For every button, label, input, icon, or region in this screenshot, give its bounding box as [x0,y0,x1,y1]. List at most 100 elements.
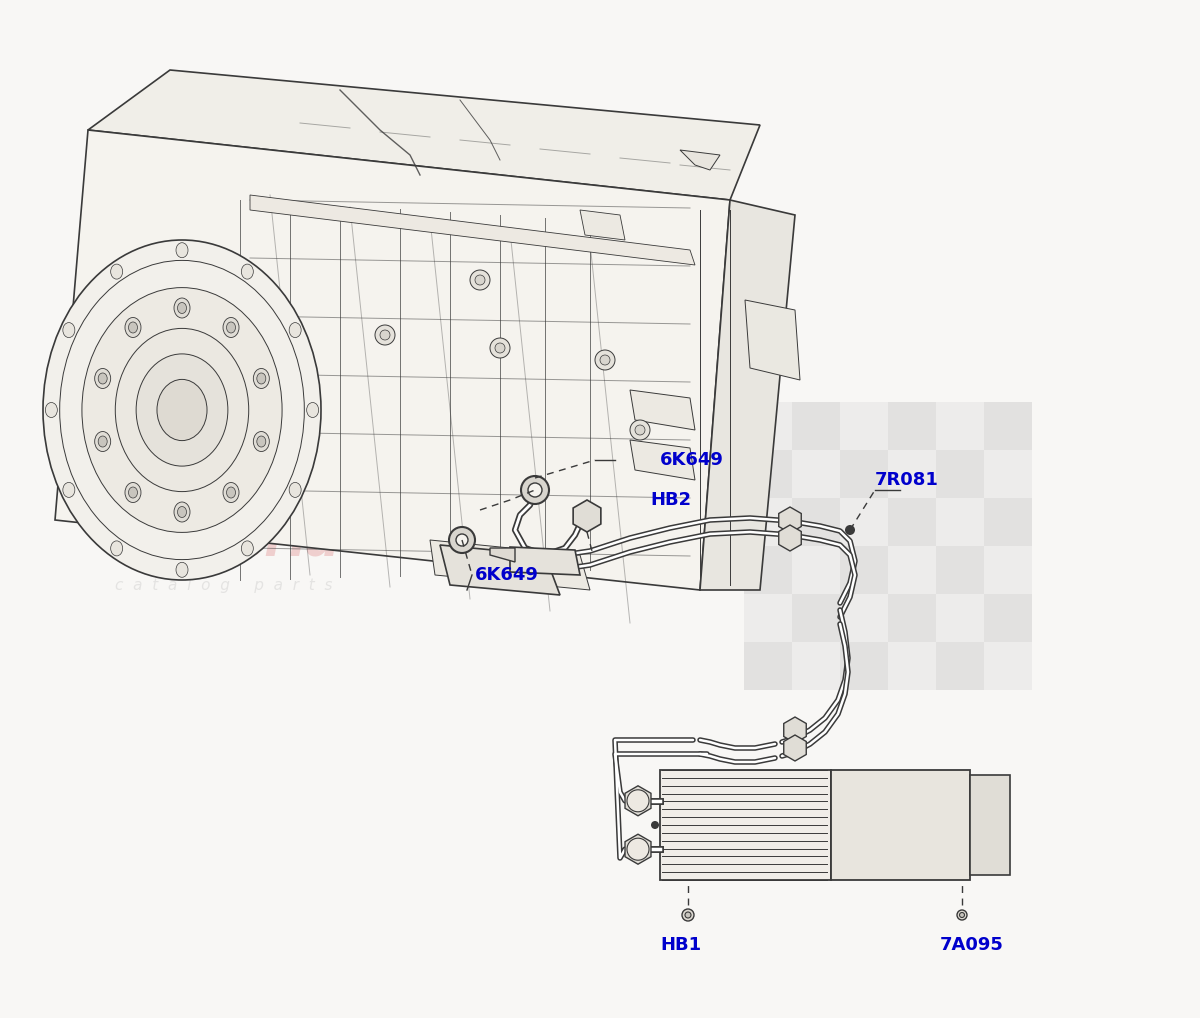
Bar [840,546,888,595]
Ellipse shape [115,329,248,492]
Bar [792,498,840,546]
Ellipse shape [128,322,138,333]
Ellipse shape [176,562,188,577]
Bar [792,546,840,595]
Bar [840,498,888,546]
Ellipse shape [223,318,239,338]
Circle shape [845,525,854,535]
Ellipse shape [227,487,235,498]
Text: 7A095: 7A095 [940,936,1004,954]
Polygon shape [745,300,800,380]
Bar [744,595,792,642]
Polygon shape [250,195,695,265]
Ellipse shape [125,483,140,503]
Circle shape [470,270,490,290]
Circle shape [496,343,505,353]
Bar [936,546,984,595]
Bar [840,402,888,450]
Ellipse shape [95,432,110,452]
Ellipse shape [178,507,186,517]
Ellipse shape [46,402,58,417]
Bar [984,546,1032,595]
Text: c  a  t  a  l  o  g     p  a  r  t  s: c a t a l o g p a r t s [115,578,332,593]
Bar [936,402,984,450]
Ellipse shape [958,910,967,920]
Bar [936,595,984,642]
Ellipse shape [628,838,649,860]
Circle shape [650,821,659,829]
Text: HB2: HB2 [650,491,691,509]
Polygon shape [55,130,730,590]
Ellipse shape [62,323,74,338]
Ellipse shape [960,912,965,917]
Bar [792,402,840,450]
Ellipse shape [456,534,468,546]
Circle shape [635,425,646,435]
Ellipse shape [110,541,122,556]
Ellipse shape [289,483,301,498]
Ellipse shape [628,790,649,811]
Bar [840,450,888,498]
Ellipse shape [176,242,188,258]
Circle shape [490,338,510,358]
Polygon shape [580,210,625,240]
Bar [660,770,830,880]
Bar [888,498,936,546]
Polygon shape [630,440,695,480]
Polygon shape [88,70,760,200]
Bar [936,498,984,546]
Circle shape [380,330,390,340]
Bar [888,450,936,498]
Polygon shape [680,150,720,170]
Polygon shape [430,540,590,590]
Ellipse shape [449,527,475,553]
Ellipse shape [227,322,235,333]
Bar [888,546,936,595]
Polygon shape [830,770,970,880]
Ellipse shape [223,483,239,503]
Ellipse shape [136,354,228,466]
Ellipse shape [174,298,190,318]
Ellipse shape [241,541,253,556]
Text: soleria: soleria [150,517,341,565]
Ellipse shape [521,476,550,504]
Ellipse shape [253,432,269,452]
Ellipse shape [82,288,282,532]
Bar [744,450,792,498]
Ellipse shape [178,302,186,314]
Ellipse shape [125,318,140,338]
Ellipse shape [241,264,253,279]
Bar [792,642,840,690]
Ellipse shape [682,909,694,921]
Ellipse shape [110,264,122,279]
Ellipse shape [307,402,319,417]
Circle shape [600,355,610,365]
Bar [744,498,792,546]
Bar [840,595,888,642]
Text: 6K649: 6K649 [475,566,539,584]
Ellipse shape [528,483,542,497]
Polygon shape [440,545,560,595]
Circle shape [475,275,485,285]
Bar [744,402,792,450]
Ellipse shape [174,502,190,522]
Bar [888,642,936,690]
Circle shape [595,350,616,370]
Bar [744,642,792,690]
Polygon shape [490,548,515,562]
Polygon shape [970,775,1010,875]
Bar [984,595,1032,642]
Ellipse shape [157,380,208,441]
Bar [936,450,984,498]
Bar [744,546,792,595]
Text: 6K649: 6K649 [660,451,724,469]
Ellipse shape [43,240,322,580]
Polygon shape [630,390,695,430]
Bar [792,450,840,498]
Ellipse shape [289,323,301,338]
Ellipse shape [253,369,269,389]
Ellipse shape [128,487,138,498]
Text: HB1: HB1 [660,936,701,954]
Bar [840,642,888,690]
Ellipse shape [98,373,107,384]
